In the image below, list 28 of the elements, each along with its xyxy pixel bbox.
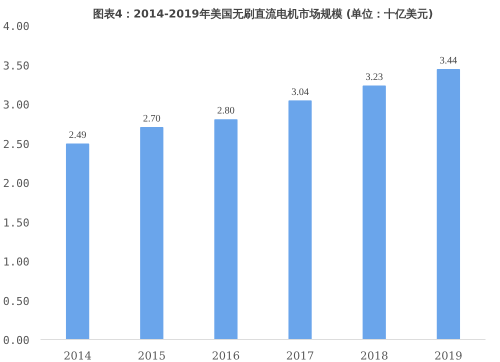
data-label: 3.23 [366,72,383,83]
y-tick-label: 1.50 [3,216,30,230]
x-tick-label: 2018 [360,350,388,362]
x-tick-label: 2014 [64,350,92,362]
x-tick-label: 2019 [434,350,462,362]
x-tick-label: 2017 [286,350,314,362]
data-label: 3.44 [440,55,458,66]
y-tick-label: 0.00 [3,334,30,347]
y-tick-label: 4.00 [3,20,30,33]
bar [362,85,386,340]
data-label: 3.04 [291,86,309,98]
chart-title: 图表4：2014-2019年美国无刷直流电机市场规模 (单位：十亿美元) [92,8,434,20]
bar [214,119,238,340]
bar [436,68,460,340]
x-tick-label: 2015 [138,350,166,362]
y-tick-label: 2.50 [3,138,30,151]
data-label: 2.49 [68,130,86,142]
y-tick-label: 3.00 [3,98,30,112]
y-tick-label: 3.50 [3,59,30,72]
bar [66,144,90,340]
data-label: 2.70 [143,114,160,125]
x-tick-label: 2016 [212,350,240,362]
y-tick-label: 0.50 [3,294,30,308]
bar [288,100,312,340]
y-tick-label: 1.00 [3,256,30,268]
y-tick-label: 2.00 [3,177,30,190]
bar [140,127,164,340]
data-label: 2.80 [217,106,235,117]
